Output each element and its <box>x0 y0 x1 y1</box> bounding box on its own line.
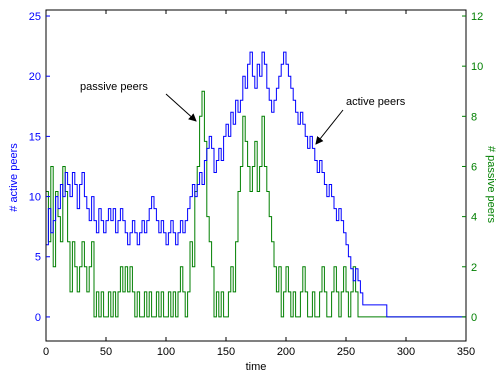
active-peers-series-line <box>46 51 466 318</box>
right-y-tick-label: 2 <box>471 262 477 274</box>
left-y-tick-label: 0 <box>35 312 41 324</box>
x-tick-label: 300 <box>397 346 415 358</box>
right-y-tick-label: 4 <box>471 212 477 224</box>
passive-peers-series-line <box>46 90 466 318</box>
left-y-tick-label: 25 <box>29 11 41 23</box>
annotation-arrow-active-peers <box>315 109 344 145</box>
right-y-axis-label: # passive peers <box>485 146 496 224</box>
left-y-tick-label: 10 <box>29 192 41 204</box>
left-y-tick-label: 15 <box>29 131 41 143</box>
right-y-tick-label: 0 <box>471 312 477 324</box>
right-y-tick-label: 6 <box>471 161 477 173</box>
x-tick-label: 0 <box>43 346 49 358</box>
x-tick-label: 250 <box>337 346 355 358</box>
x-axis-label: time <box>246 361 267 373</box>
left-y-tick-label: 5 <box>35 252 41 264</box>
left-y-tick-label: 20 <box>29 71 41 83</box>
plot-frame <box>45 9 467 342</box>
x-tick-label: 200 <box>277 346 295 358</box>
left-y-axis-label: # active peers <box>8 143 20 212</box>
annotation-passive-peers: passive peers <box>80 81 148 93</box>
x-tick-label: 150 <box>217 346 235 358</box>
x-tick-label: 100 <box>157 346 175 358</box>
right-y-tick-label: 8 <box>471 111 477 123</box>
annotation-active-peers: active peers <box>346 96 406 108</box>
x-tick-label: 50 <box>100 346 112 358</box>
annotation-arrow-passive-peers <box>165 93 197 122</box>
x-tick-label: 350 <box>457 346 475 358</box>
right-y-tick-label: 10 <box>471 61 483 73</box>
right-y-tick-label: 12 <box>471 11 483 23</box>
